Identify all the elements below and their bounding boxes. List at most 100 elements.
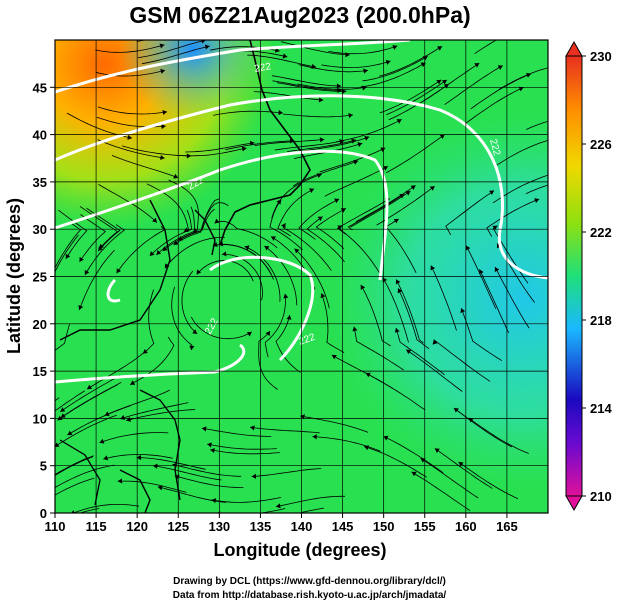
streamline-arrow — [250, 425, 255, 431]
y-tick-label: 10 — [33, 411, 47, 426]
x-tick-label: 150 — [373, 519, 395, 534]
streamline-arrow — [200, 21, 205, 26]
streamline — [201, 427, 272, 437]
streamline — [411, 471, 471, 511]
chart-title: GSM 06Z21Aug2023 (200.0hPa) — [129, 2, 471, 28]
streamline-arrow — [341, 88, 347, 95]
streamline — [174, 475, 244, 488]
streamline-arrow — [221, 251, 227, 257]
streamline-arrow — [99, 438, 105, 444]
streamline-arrow — [290, 138, 295, 144]
streamline — [434, 448, 493, 489]
streamline-arrow — [183, 227, 189, 233]
colorbar-tick-label: 218 — [590, 313, 612, 328]
streamline — [362, 55, 428, 82]
streamline — [486, 198, 540, 237]
streamline — [185, 142, 255, 153]
streamline-arrow — [474, 63, 480, 68]
streamline-arrow — [159, 43, 165, 49]
streamline-arrow — [189, 345, 195, 351]
streamline-arrow — [432, 339, 438, 345]
streamline — [79, 206, 119, 250]
streamline-arrow — [393, 218, 399, 224]
streamline — [300, 136, 370, 152]
streamline — [275, 495, 345, 508]
streamline-arrow — [382, 166, 388, 171]
streamline — [465, 245, 497, 310]
streamline-arrow — [353, 159, 359, 165]
streamline-arrow — [130, 380, 136, 385]
streamline — [58, 209, 88, 260]
streamline-arrow — [161, 123, 166, 130]
streamline-arrow — [103, 455, 109, 461]
streamline-arrow — [192, 329, 198, 334]
streamline — [298, 64, 368, 73]
streamline — [171, 286, 193, 351]
streamline — [385, 218, 417, 273]
y-tick-label: 0 — [40, 506, 47, 521]
grid-lines — [55, 40, 548, 513]
streamline-arrow — [331, 354, 337, 360]
streamline-arrow — [157, 485, 163, 491]
streamline — [430, 265, 457, 331]
streamline-arrow — [244, 245, 250, 251]
streamline — [225, 140, 295, 150]
streamline — [164, 236, 225, 269]
streamline — [294, 248, 330, 309]
streamline — [350, 190, 411, 228]
streamline — [271, 173, 322, 219]
streamline-arrow — [319, 137, 325, 143]
streamline — [386, 79, 448, 116]
streamline-arrow — [312, 434, 317, 440]
streamline-arrow — [468, 417, 474, 423]
streamline-arrow — [383, 435, 389, 441]
streamline — [264, 293, 286, 358]
streamline-arrow — [275, 503, 281, 509]
streamline-arrow — [78, 305, 84, 311]
streamline — [129, 336, 175, 385]
streamline — [55, 234, 79, 273]
streamline — [97, 139, 165, 159]
streamline-arrow — [79, 256, 84, 262]
streamline-arrow — [282, 53, 288, 59]
streamline-arrow — [436, 79, 442, 85]
streamline-arrow — [116, 268, 122, 274]
streamline — [395, 327, 445, 376]
streamline — [72, 504, 140, 513]
streamline — [136, 40, 142, 41]
x-tick-label: 125 — [167, 519, 189, 534]
streamline — [353, 326, 404, 371]
streamline — [173, 198, 220, 246]
streamline-arrow — [363, 68, 368, 74]
streamline-arrow — [460, 308, 466, 314]
streamline-arrow — [559, 63, 564, 68]
streamline-arrow — [351, 138, 357, 144]
streamline-arrow — [214, 218, 220, 224]
streamline-arrow — [25, 369, 30, 374]
streamline — [365, 372, 426, 411]
streamline — [444, 65, 503, 105]
streamline — [378, 45, 443, 77]
streamline-arrow — [270, 236, 276, 241]
streamline-arrow — [160, 154, 165, 161]
streamline-arrow — [210, 447, 215, 454]
streamline — [474, 40, 498, 55]
streamline-arrow — [439, 134, 445, 140]
contour-label: 222 — [254, 61, 273, 75]
streamline — [97, 106, 168, 115]
y-tick-label: 25 — [33, 270, 47, 285]
y-axis-ticks: 0 5 10 15 20 25 30 35 40 45 — [33, 80, 55, 521]
streamline-arrow — [437, 46, 443, 51]
streamline-arrow — [532, 20, 537, 25]
streamline — [55, 390, 86, 412]
streamline — [397, 288, 430, 350]
streamline-arrow — [65, 253, 71, 259]
streamline-arrow — [28, 427, 33, 432]
streamline-arrow — [518, 86, 524, 92]
streamline — [335, 119, 402, 143]
streamline-arrow — [136, 454, 142, 461]
streamline — [156, 206, 195, 256]
streamline-arrow — [71, 510, 75, 513]
streamline — [210, 449, 280, 455]
x-tick-label: 130 — [208, 519, 230, 534]
